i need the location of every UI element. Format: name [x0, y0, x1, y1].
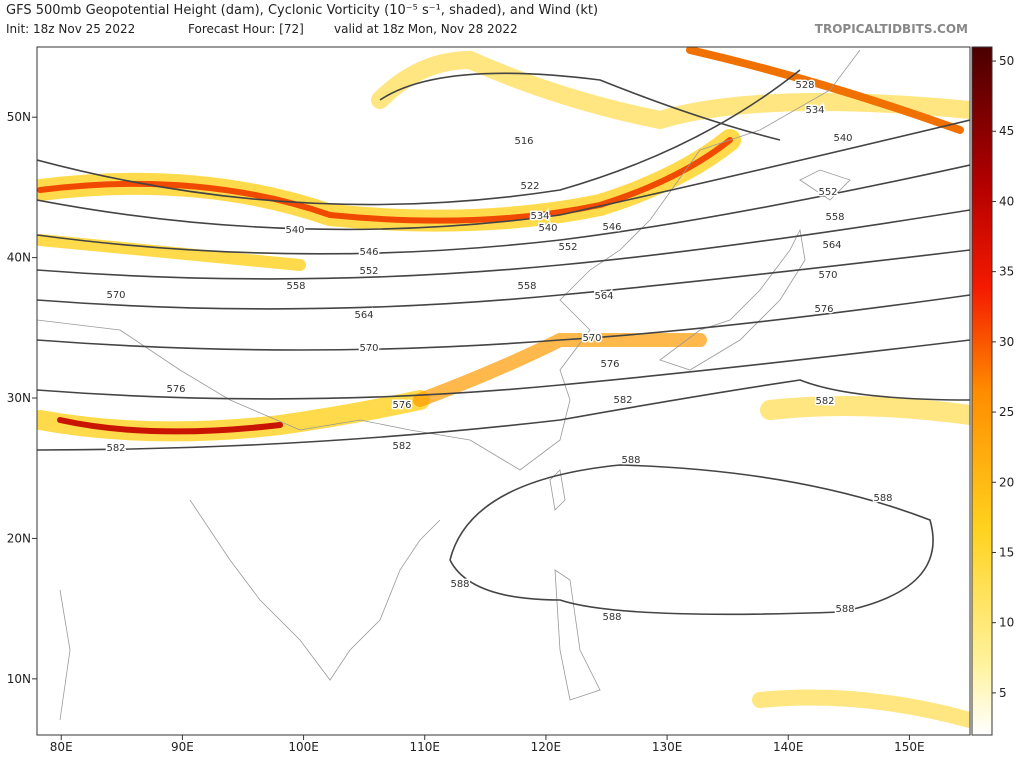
contour-label: 588 [450, 579, 469, 590]
contour-label: 546 [359, 247, 378, 258]
contour-label: 516 [514, 136, 533, 147]
lat-label: 30N [7, 391, 31, 405]
vorticity-shading [37, 47, 970, 728]
contour-label: 552 [359, 266, 378, 277]
colorbar-label: 45 [999, 124, 1014, 138]
contour-label: 588 [835, 604, 854, 615]
contour-label: 564 [594, 291, 613, 302]
contour-label: 582 [815, 396, 834, 407]
colorbar-label: 15 [999, 545, 1014, 559]
contour-label: 558 [286, 281, 305, 292]
colorbar-label: 20 [999, 475, 1014, 489]
contour-label: 582 [106, 443, 125, 454]
forecast-hour: Forecast Hour: [72] [188, 22, 304, 36]
contour-label: 570 [359, 343, 378, 354]
contour-label: 570 [106, 290, 125, 301]
axes: 80E 90E 100E 110E 120E 130E 140E 150E 50N 40N 30N 2… [7, 110, 925, 754]
colorbar-label: 40 [999, 194, 1014, 208]
coastlines [37, 49, 861, 721]
colorbar-label: 5 [999, 686, 1007, 700]
contour-label: 552 [818, 187, 837, 198]
lat-label: 20N [7, 531, 31, 545]
contour-label: 588 [621, 455, 640, 466]
title: GFS 500mb Geopotential Height (dam), Cyc… [6, 3, 598, 18]
valid-time: valid at 18z Mon, Nov 28 2022 [334, 22, 518, 36]
contour-label: 558 [517, 281, 536, 292]
contour-label: 540 [833, 133, 852, 144]
lon-label: 100E [288, 740, 319, 754]
map-frame [36, 46, 971, 736]
contour-label: 582 [613, 395, 632, 406]
contour-labels: 5285345405525585645705765825885885885885… [105, 79, 894, 625]
lon-label: 150E [894, 740, 925, 754]
colorbar-label: 30 [999, 335, 1014, 349]
contour-label: 534 [805, 105, 824, 116]
colorbar-label: 10 [999, 616, 1014, 630]
contour-label: 588 [873, 493, 892, 504]
contour-label: 582 [392, 441, 411, 452]
lon-label: 140E [773, 740, 804, 754]
contour-label: 564 [354, 310, 373, 321]
lon-label: 90E [171, 740, 194, 754]
lon-label: 110E [409, 740, 440, 754]
contour-label: 546 [602, 222, 621, 233]
colorbar-label: 50 [999, 54, 1014, 68]
lon-label: 130E [652, 740, 683, 754]
lon-label: 80E [50, 740, 73, 754]
lon-label: 120E [531, 740, 562, 754]
contour-label: 540 [285, 225, 304, 236]
colorbar-label: 25 [999, 405, 1014, 419]
contour-label: 576 [392, 400, 411, 411]
contour-label: 558 [825, 212, 844, 223]
contour-label: 588 [602, 612, 621, 623]
init: Init: 18z Nov 25 2022 [6, 22, 135, 36]
contour-label: 540 [538, 223, 557, 234]
contour-label: 522 [520, 181, 539, 192]
contour-label: 570 [582, 333, 601, 344]
height-contours [37, 69, 970, 616]
contour-label: 552 [558, 242, 577, 253]
contour-label: 528 [795, 80, 814, 91]
lat-label: 40N [7, 251, 31, 265]
site: TROPICALTIDBITS.COM [815, 22, 968, 36]
lat-label: 50N [7, 110, 31, 124]
contour-label: 576 [814, 304, 833, 315]
lat-label: 10N [7, 672, 31, 686]
colorbar [971, 46, 993, 736]
map: 5285345405525585645705765825885885885885… [37, 47, 970, 735]
contour-label: 576 [166, 384, 185, 395]
contour-label: 570 [818, 270, 837, 281]
contour-label: 576 [600, 359, 619, 370]
contour-label: 564 [822, 240, 841, 251]
colorbar-label: 35 [999, 265, 1014, 279]
contour-label: 534 [530, 211, 549, 222]
